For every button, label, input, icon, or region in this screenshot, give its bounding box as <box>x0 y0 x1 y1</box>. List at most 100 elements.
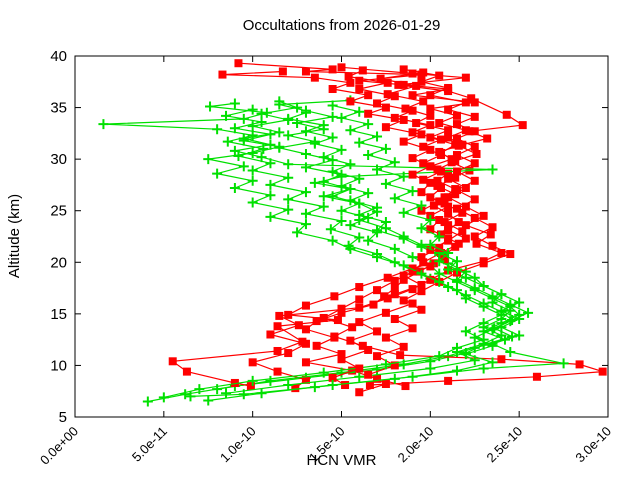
square-marker <box>461 98 470 107</box>
square-marker <box>390 284 399 293</box>
square-marker <box>412 119 421 128</box>
y-tick-label: 40 <box>50 48 67 65</box>
square-marker <box>312 341 321 350</box>
square-marker <box>452 167 461 176</box>
square-marker <box>452 111 461 120</box>
plus-marker <box>380 359 391 370</box>
square-marker <box>419 258 428 267</box>
plus-marker <box>238 135 249 146</box>
y-tick-label: 15 <box>50 306 67 323</box>
plus-marker <box>354 173 365 184</box>
square-marker <box>383 294 392 303</box>
square-marker <box>301 301 310 310</box>
square-marker <box>337 350 346 359</box>
square-marker <box>417 305 426 314</box>
plus-marker <box>185 391 196 402</box>
plus-marker <box>336 112 347 123</box>
plus-marker <box>345 220 356 231</box>
plus-marker <box>416 268 427 279</box>
plus-marker <box>372 252 383 263</box>
square-marker <box>444 83 453 92</box>
square-marker <box>355 318 364 327</box>
square-marker <box>310 73 319 82</box>
x-tick-label: 3.0e-10 <box>572 424 614 466</box>
square-marker <box>419 142 428 151</box>
plus-marker <box>283 130 294 141</box>
square-marker <box>328 65 337 74</box>
plus-marker <box>283 380 294 391</box>
square-marker <box>444 174 453 183</box>
plus-marker <box>372 225 383 236</box>
square-marker <box>399 115 408 124</box>
square-marker <box>383 78 392 87</box>
square-marker <box>355 388 364 397</box>
plus-marker <box>229 123 240 134</box>
plus-marker <box>407 252 418 263</box>
occultation-red-6-line <box>222 70 450 386</box>
square-marker <box>426 111 435 120</box>
square-marker <box>275 311 284 320</box>
plus-marker <box>443 351 454 362</box>
plus-marker <box>309 136 320 147</box>
square-marker <box>408 170 417 179</box>
square-marker <box>440 255 449 264</box>
plus-marker <box>247 121 258 132</box>
plus-marker <box>398 207 409 218</box>
square-marker <box>426 245 435 254</box>
square-marker <box>435 119 444 128</box>
square-marker <box>472 149 481 158</box>
plus-marker <box>434 351 445 362</box>
plus-marker <box>416 223 427 234</box>
square-marker <box>479 211 488 220</box>
plus-marker <box>336 205 347 216</box>
square-marker <box>444 126 453 135</box>
square-marker <box>575 360 584 369</box>
plus-marker <box>283 113 294 124</box>
square-marker <box>381 103 390 112</box>
square-marker <box>330 332 339 341</box>
plus-marker <box>451 264 462 275</box>
square-marker <box>355 283 364 292</box>
square-marker <box>433 165 442 174</box>
square-marker <box>355 76 364 85</box>
plus-marker <box>363 119 374 130</box>
plus-marker <box>274 99 285 110</box>
square-marker <box>429 201 438 210</box>
square-marker <box>390 361 399 370</box>
plus-marker <box>221 110 232 121</box>
square-marker <box>412 81 421 90</box>
square-marker <box>355 364 364 373</box>
plus-marker <box>222 136 233 147</box>
plus-marker <box>354 214 365 225</box>
square-marker <box>426 178 435 187</box>
square-marker <box>333 316 342 325</box>
square-marker <box>426 104 435 113</box>
plus-marker <box>142 396 153 407</box>
square-marker <box>301 325 310 334</box>
square-marker <box>461 234 470 243</box>
square-marker <box>479 259 488 268</box>
x-tick-label: 5.0e-11 <box>129 424 170 465</box>
square-marker <box>444 193 453 202</box>
square-marker <box>518 121 527 130</box>
plus-marker <box>434 231 445 242</box>
plus-marker <box>487 357 498 368</box>
plus-marker <box>443 248 454 259</box>
plus-marker <box>558 358 569 369</box>
square-marker <box>435 243 444 252</box>
x-tick-label: 1.5e-10 <box>306 424 348 466</box>
square-marker <box>470 159 479 168</box>
plus-marker <box>300 187 311 198</box>
square-marker <box>451 157 460 166</box>
square-marker <box>444 105 453 114</box>
plus-marker <box>300 148 311 159</box>
square-marker <box>426 275 435 284</box>
plus-marker <box>451 285 462 296</box>
plus-marker <box>327 191 338 202</box>
square-marker <box>381 123 390 132</box>
plus-marker <box>372 131 383 142</box>
plus-marker <box>265 179 276 190</box>
square-marker <box>458 227 467 236</box>
square-marker <box>294 321 303 330</box>
